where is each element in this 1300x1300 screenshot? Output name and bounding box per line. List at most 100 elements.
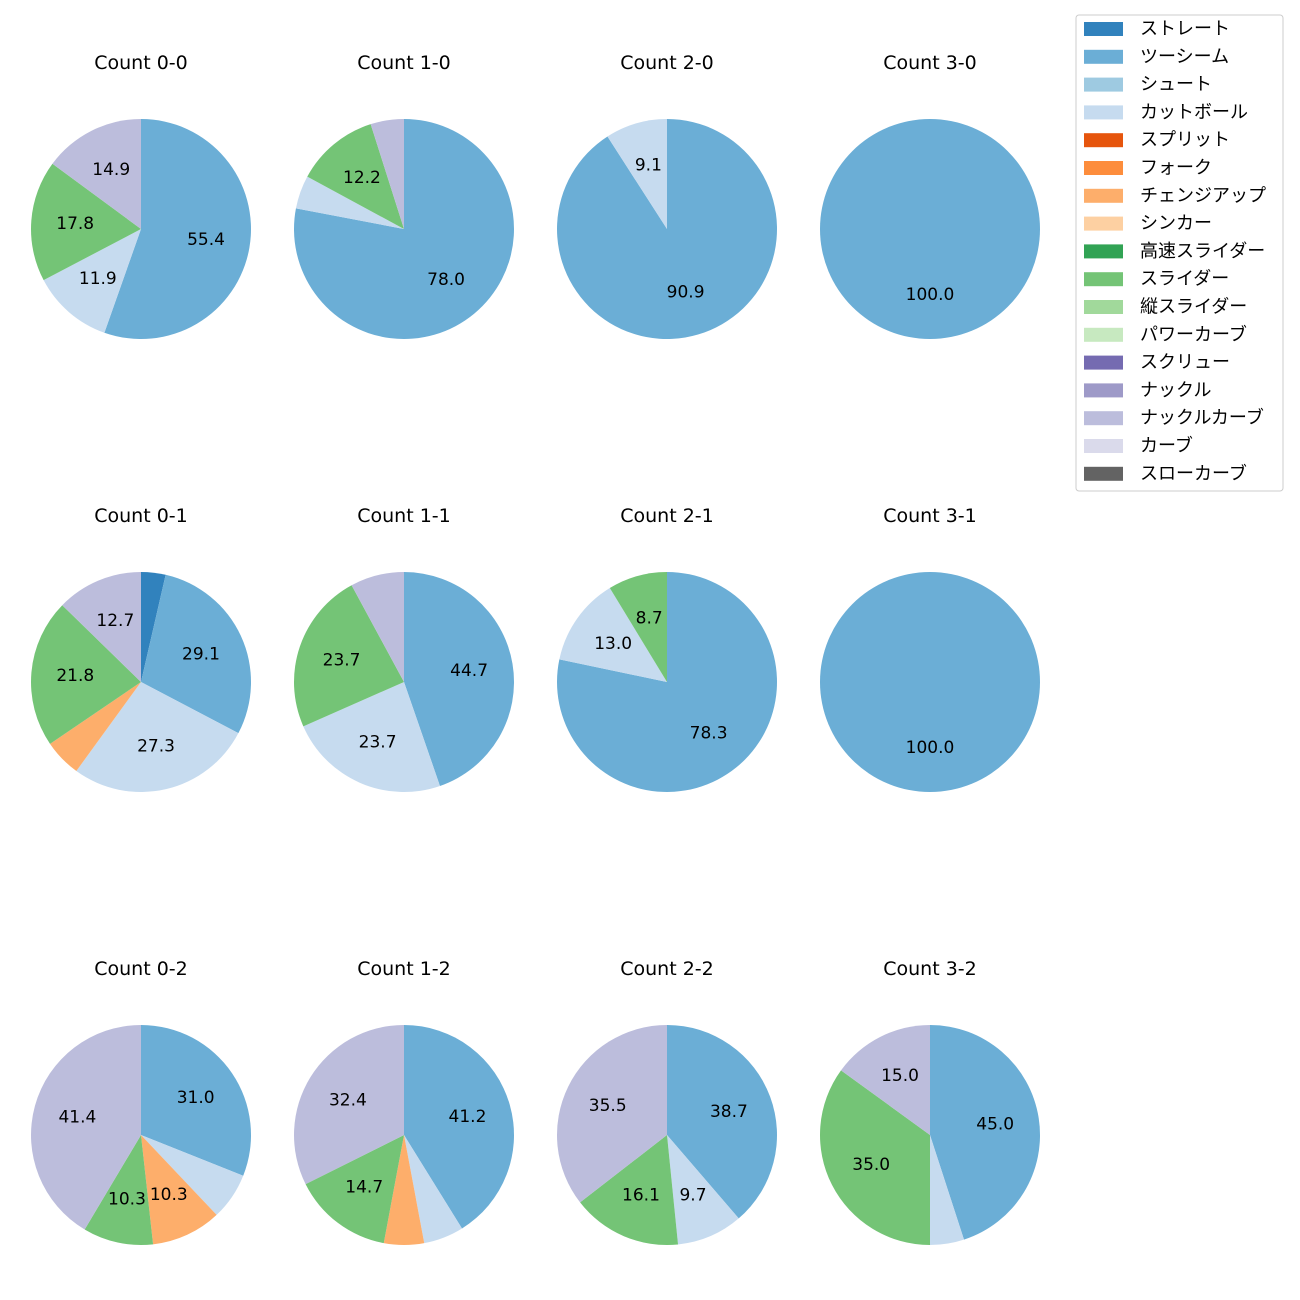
pie-slice	[295, 176, 404, 229]
pie-slice	[141, 1135, 244, 1215]
pie-slice-label: 55.4	[187, 230, 225, 250]
pie-slice-label: 23.7	[359, 732, 397, 752]
pie-slice-label: 8.7	[636, 608, 663, 628]
pie-slice-label: 14.7	[345, 1178, 383, 1198]
pie-slice	[404, 1025, 514, 1229]
pie-slice	[370, 118, 404, 229]
pie-slice-label: 45.0	[976, 1115, 1014, 1135]
pie-slice	[557, 572, 778, 792]
pie-slice	[30, 605, 142, 744]
pie-slice-label: 10.3	[150, 1185, 188, 1205]
pie-slice-label: 27.3	[137, 736, 175, 756]
legend-swatch	[1084, 216, 1123, 231]
legend-item: スライダー	[1084, 269, 1229, 290]
pie-slice	[84, 1135, 154, 1245]
pie-panel: Count 0-2 31.0 10.310.3 41.4	[31, 958, 252, 1245]
legend-item: カットボール	[1084, 102, 1248, 123]
legend-label: カットボール	[1140, 102, 1248, 123]
pie-slice-label: 41.2	[449, 1107, 487, 1127]
pie-slice	[609, 572, 667, 682]
pie-slice	[50, 682, 141, 771]
legend-swatch	[1084, 466, 1123, 481]
pie-title: Count 1-0	[357, 52, 451, 74]
pie-slice	[556, 1025, 667, 1203]
pie-panels: Count 0-0 55.4 11.9 17.8 14.9 Count 1-0 78.0 12…	[30, 52, 1041, 1245]
pie-slice	[43, 229, 142, 333]
pie-slice	[557, 119, 778, 339]
pie-slice	[404, 1135, 463, 1244]
legend-item: カーブ	[1084, 435, 1193, 457]
pie-slice-label: 15.0	[881, 1066, 919, 1086]
legend-item: ナックル	[1084, 380, 1211, 401]
pie-slice	[404, 572, 515, 786]
pie-slice-label: 78.3	[690, 723, 728, 743]
pie-title: Count 0-0	[94, 52, 188, 74]
legend-label: シュート	[1140, 74, 1212, 95]
pie-panel: Count 3-0 100.0	[820, 52, 1040, 339]
legend-item: ストレート	[1084, 19, 1230, 40]
pie-slice-label: 35.5	[589, 1096, 627, 1116]
pie-slice	[293, 585, 404, 727]
pie-slice	[307, 124, 404, 229]
pie-title: Count 1-2	[357, 958, 451, 980]
legend-item: 高速スライダー	[1084, 241, 1265, 262]
legend-item: シュート	[1084, 74, 1212, 95]
legend-swatch	[1084, 77, 1123, 92]
pie-slice	[351, 572, 404, 682]
pie-title: Count 2-1	[620, 505, 714, 527]
legend-swatch	[1084, 383, 1123, 398]
pie-slice-label: 11.9	[79, 269, 117, 289]
pie-slice	[580, 1135, 679, 1245]
pie-slice	[819, 1070, 930, 1245]
legend-label: ツーシーム	[1140, 46, 1229, 67]
pie-panel: Count 1-2 41.2 14.7 32.4	[294, 958, 514, 1245]
pie-slice	[52, 119, 141, 229]
legend-item: フォーク	[1084, 158, 1212, 179]
pie-slice	[667, 1025, 777, 1219]
pie-panel: Count 2-2 38.7 9.7 16.1 35.5	[556, 958, 777, 1245]
pie-slice-label: 31.0	[177, 1088, 215, 1108]
pie-slice	[607, 119, 667, 229]
pie-slice	[104, 119, 251, 339]
pie-panel: Count 3-2 45.0 35.0 15.0	[819, 958, 1041, 1245]
legend-swatch	[1084, 188, 1123, 203]
pie-slice	[294, 1025, 404, 1185]
pie-slice-label: 100.0	[906, 285, 955, 305]
pie-slice-label: 78.0	[427, 270, 465, 290]
legend-swatch	[1084, 22, 1123, 36]
legend-frame	[1075, 14, 1284, 492]
pie-slice	[141, 1025, 252, 1176]
legend-label: 高速スライダー	[1140, 241, 1265, 262]
pie-slice	[294, 119, 515, 339]
pie-slice	[141, 574, 252, 734]
legend-swatch	[1084, 355, 1123, 370]
legend-label: フォーク	[1140, 158, 1212, 179]
pie-slice	[76, 682, 239, 793]
legend-swatch	[1084, 300, 1123, 314]
pie-panel: Count 2-0 90.9 9.1	[557, 52, 778, 339]
pie-slice	[141, 571, 166, 682]
legend-item: スプリット	[1084, 130, 1230, 151]
legend-label: パワーカーブ	[1140, 323, 1247, 345]
pie-slice-label: 90.9	[667, 282, 705, 302]
pie-slice-label: 16.1	[622, 1186, 660, 1206]
pie-slice	[820, 572, 1040, 792]
legend-label: シンカー	[1140, 213, 1212, 234]
legend-swatch	[1084, 133, 1123, 148]
legend-swatch	[1084, 327, 1123, 342]
legend-item: シンカー	[1084, 213, 1212, 234]
legend-item: ツーシーム	[1084, 46, 1229, 67]
legend-swatch	[1084, 244, 1123, 259]
pie-slice-label: 41.4	[58, 1107, 96, 1127]
pie-slice-label: 14.9	[92, 160, 130, 180]
pie-slice	[930, 1025, 1041, 1240]
pie-slice-label: 44.7	[450, 661, 488, 681]
pie-slice-label: 12.7	[96, 611, 134, 631]
legend-label: スプリット	[1140, 130, 1230, 151]
legend-swatch	[1084, 272, 1123, 287]
pie-slice	[31, 1025, 141, 1230]
legend-label: スライダー	[1140, 269, 1229, 290]
pie-panel: Count 1-0 78.0 12.2	[294, 52, 515, 339]
legend-label: ストレート	[1140, 19, 1230, 40]
